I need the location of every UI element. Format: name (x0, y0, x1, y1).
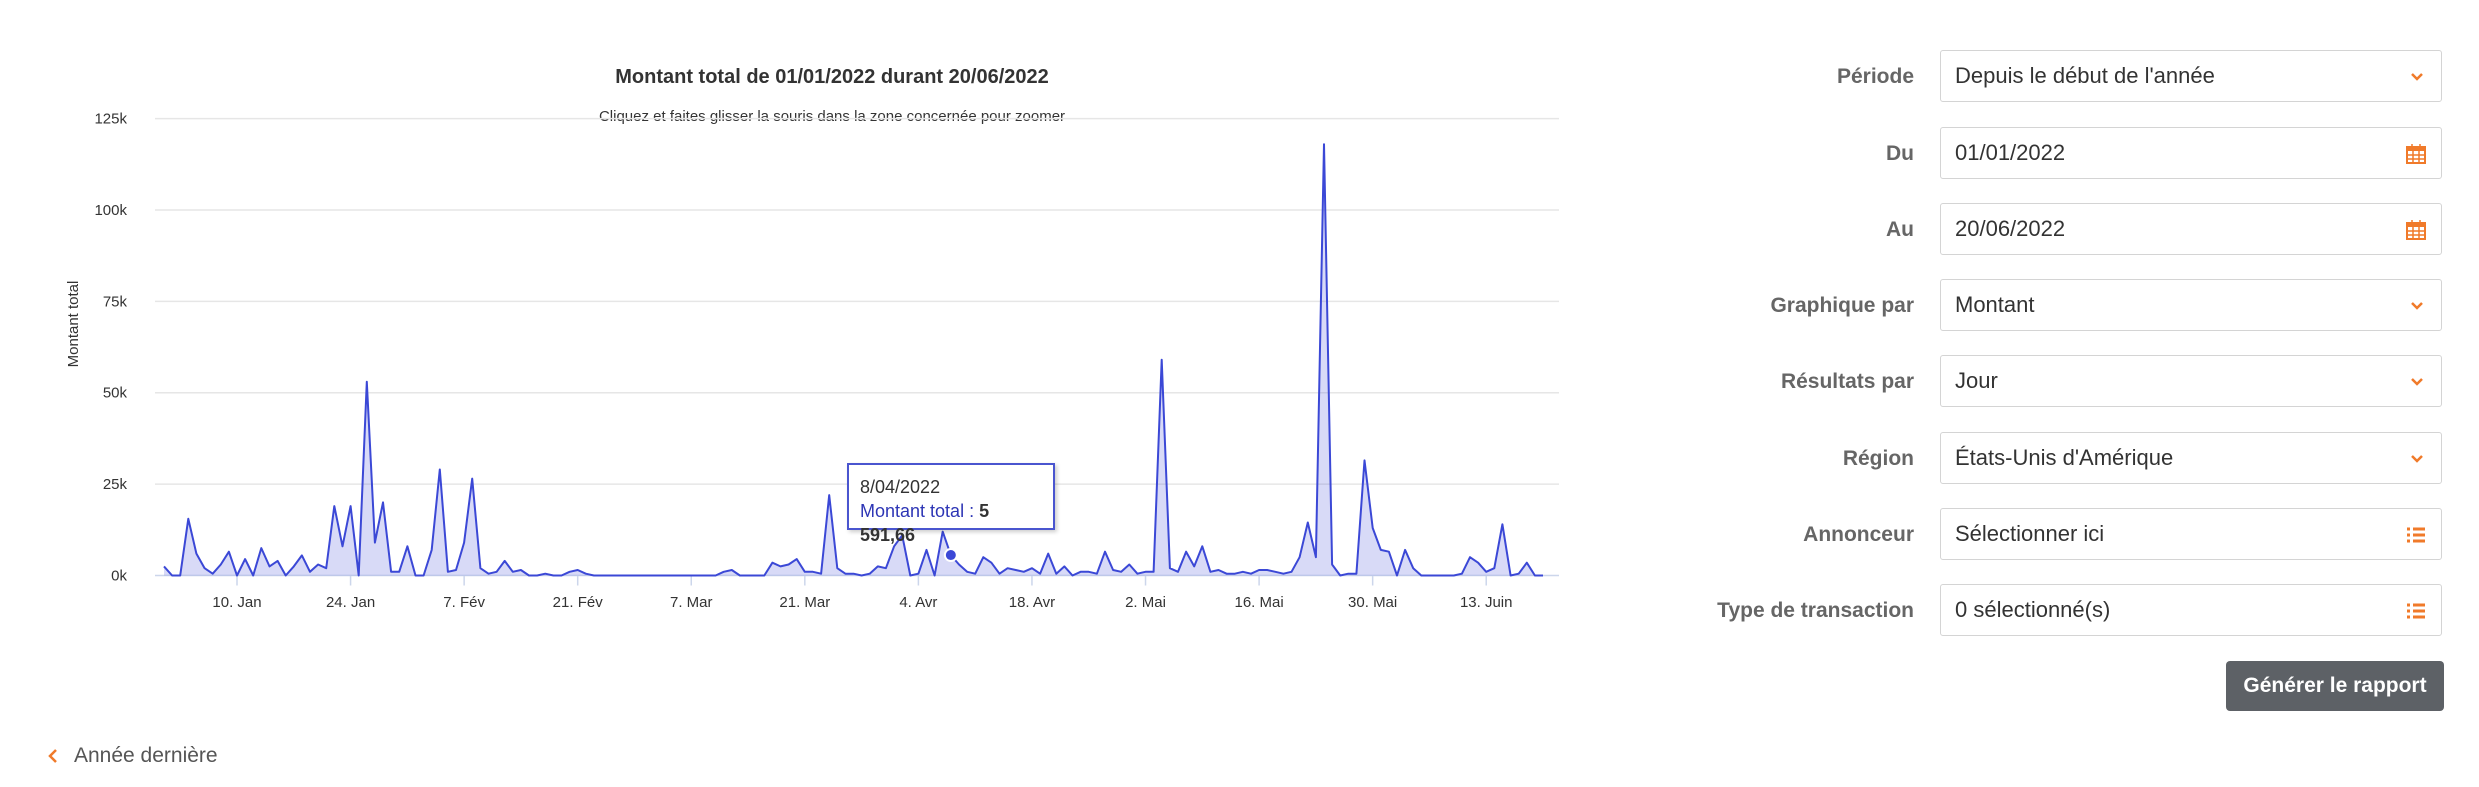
y-tick-label: 25k (103, 476, 128, 493)
list-icon (2407, 603, 2425, 619)
form-row: Annonceur Sélectionner ici (1700, 508, 2444, 562)
hover-point (943, 548, 958, 563)
x-tick-label: 16. Mai (1234, 594, 1283, 611)
field-value: Depuis le début de l'année (1955, 63, 2215, 88)
field-value: 0 sélectionné(s) (1955, 597, 2111, 622)
tooltip-date: 8/04/2022 (860, 477, 941, 497)
field-value: 20/06/2022 (1955, 216, 2066, 241)
field-value: Jour (1955, 368, 1998, 393)
x-tick-label: 7. Fév (443, 594, 485, 611)
field-label: Au (1886, 218, 1914, 241)
field-label: Type de transaction (1717, 599, 1914, 622)
tooltip-amount: 5 591,66 (860, 501, 990, 545)
x-tick-label: 30. Mai (1348, 594, 1397, 611)
x-tick-label: 2. Mai (1125, 594, 1166, 611)
y-axis-label: Montant total (65, 281, 82, 368)
field-label: Du (1886, 142, 1914, 165)
chevron-icon (2411, 302, 2423, 310)
x-tick-label: 7. Mar (670, 594, 713, 611)
field-input[interactable]: Jour (1940, 355, 2442, 407)
field-value: Montant (1955, 292, 2035, 317)
line (163, 143, 1543, 577)
x-tick-label: 18. Avr (1009, 594, 1055, 611)
field-value: 01/01/2022 (1955, 140, 2066, 165)
chart-subtitle: Cliquez et faites glisser la souris dans… (599, 108, 1065, 125)
x-tick-label: 21. Fév (553, 594, 604, 611)
field-value: États-Unis d'Amérique (1955, 445, 2174, 470)
form-row: Graphique par Montant (1700, 279, 2444, 333)
field-label: Annonceur (1803, 523, 1914, 546)
chart: Montant total de 01/01/2022 durant 20/06… (65, 66, 1559, 611)
generate-button[interactable]: Générer le rapport (2226, 661, 2444, 711)
form-row: Au 20/06/2022 (1700, 203, 2444, 257)
x-tick-label: 13. Juin (1460, 594, 1513, 611)
x-tick-label: 24. Jan (326, 594, 375, 611)
field-label: Période (1836, 65, 1914, 88)
previous-year-text: Année dernière (74, 744, 218, 767)
field-input[interactable]: 20/06/2022 (1940, 203, 2442, 255)
y-tick-label: 50k (103, 385, 128, 402)
form-row: Résultats par Jour (1700, 355, 2444, 409)
field-input[interactable]: Montant (1940, 279, 2442, 331)
y-tick-label: 125k (94, 111, 127, 128)
chevron-icon (2411, 378, 2423, 386)
field-input[interactable]: États-Unis d'Amérique (1940, 432, 2442, 484)
list-icon (2407, 527, 2425, 543)
y-tick-label: 75k (103, 293, 128, 310)
tooltip-series: Montant total : (860, 501, 975, 521)
form-row: Type de transaction 0 sélectionné(s) (1700, 584, 2444, 638)
field-label: Résultats par (1780, 370, 1914, 393)
form-row: Période Depuis le début de l'année (1700, 50, 2444, 104)
field-input[interactable]: 01/01/2022 (1940, 127, 2442, 179)
x-tick-label: 10. Jan (212, 594, 261, 611)
chevron-left (48, 749, 57, 764)
calendar-icon (2406, 144, 2426, 164)
field-label: Graphique par (1770, 294, 1914, 317)
tooltip-value: Montant total : 5 591,66 (860, 499, 1042, 547)
field-value: Sélectionner ici (1955, 521, 2105, 546)
chevron-icon (2411, 73, 2423, 81)
field-input[interactable]: Sélectionner ici (1940, 508, 2442, 560)
x-tick-label: 21. Mar (779, 594, 830, 611)
y-tick-label: 0k (111, 568, 127, 585)
chevron-icon (2411, 455, 2423, 463)
form-row: Du 01/01/2022 (1700, 127, 2444, 181)
field-label: Région (1842, 447, 1914, 470)
field-input[interactable]: Depuis le début de l'année (1940, 50, 2442, 102)
x-tick-label: 4. Avr (899, 594, 937, 611)
previous-year-link[interactable]: Année dernière (48, 744, 218, 768)
field-input[interactable]: 0 sélectionné(s) (1940, 584, 2442, 636)
chart-title: Montant total de 01/01/2022 durant 20/06… (615, 66, 1049, 88)
form-row: Région États-Unis d'Amérique (1700, 432, 2444, 486)
tooltip: 8/04/2022 Montant total : 5 591,66 (847, 463, 1055, 545)
calendar-icon (2406, 220, 2426, 240)
y-tick-label: 100k (94, 202, 127, 219)
